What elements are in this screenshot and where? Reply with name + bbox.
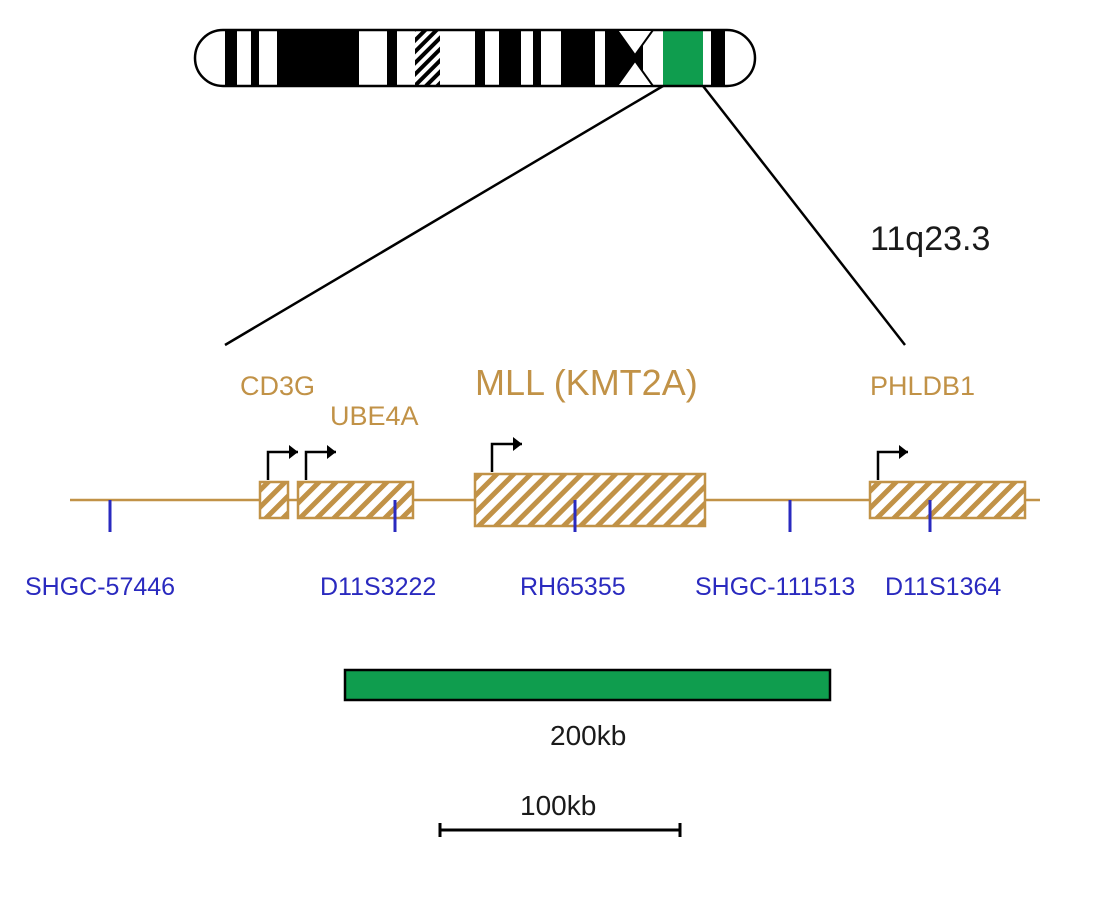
probe-bar bbox=[345, 670, 830, 700]
marker-label: RH65355 bbox=[520, 573, 626, 601]
locus-label: 11q23.3 bbox=[870, 220, 990, 258]
marker-label: SHGC-111513 bbox=[695, 573, 855, 601]
zoom-line bbox=[703, 86, 905, 345]
diagram-svg: 11q23.3 CD3G UBE4A MLL (KMT2A) PHLDB1 SHGC-57… bbox=[0, 0, 1100, 898]
tss-arrow bbox=[878, 445, 908, 480]
gene-box bbox=[870, 482, 1025, 518]
gene-label: UBE4A bbox=[330, 401, 419, 431]
tss-arrow bbox=[268, 445, 298, 480]
gene-label: MLL (KMT2A) bbox=[475, 362, 698, 403]
gene-label: PHLDB1 bbox=[870, 371, 975, 401]
probe-size-label: 200kb bbox=[550, 720, 626, 751]
gene-label: CD3G bbox=[240, 371, 315, 401]
scale-label: 100kb bbox=[520, 790, 596, 821]
marker-label: D11S3222 bbox=[320, 573, 436, 601]
marker-label: SHGC-57446 bbox=[25, 573, 175, 601]
ideogram bbox=[195, 30, 755, 86]
tss-arrow bbox=[306, 445, 336, 480]
gene-box bbox=[475, 474, 705, 526]
marker-label: D11S1364 bbox=[885, 573, 1001, 601]
tss-arrow bbox=[492, 437, 522, 472]
gene-box bbox=[260, 482, 288, 518]
zoom-line bbox=[225, 86, 663, 345]
